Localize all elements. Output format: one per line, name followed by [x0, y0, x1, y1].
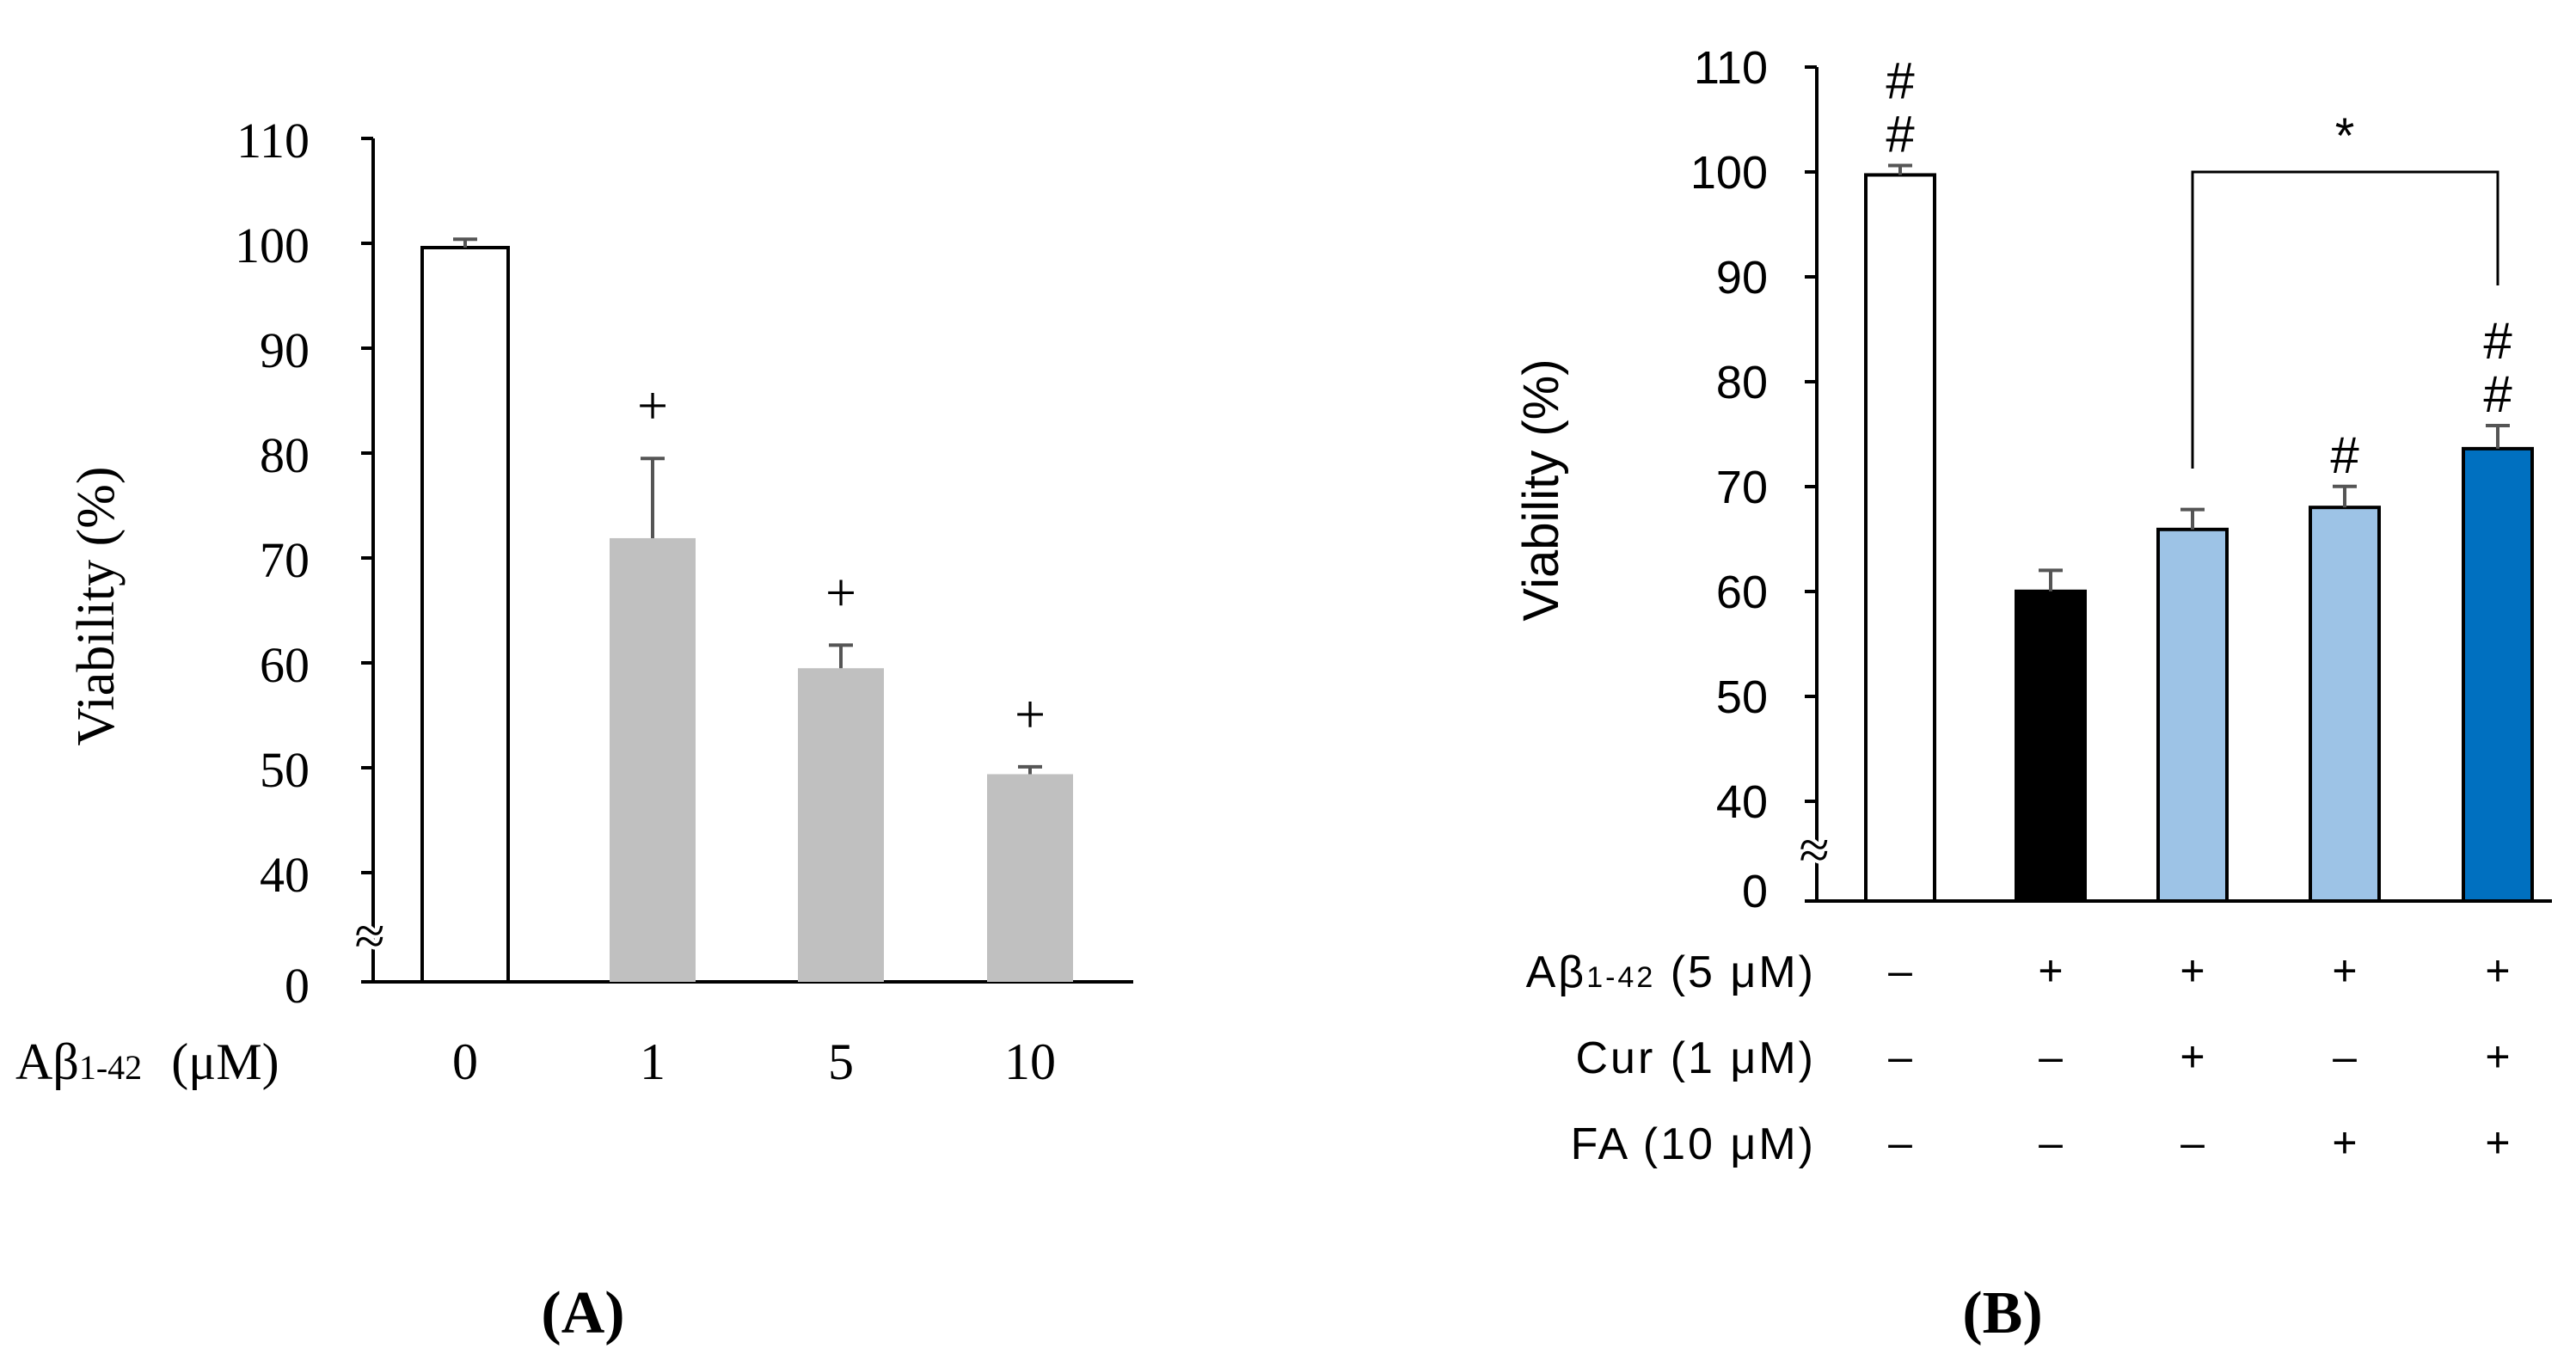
significance-marker: #	[1886, 105, 1915, 162]
panel-a-ytick: 50	[260, 742, 310, 798]
panel-b-ytick: 40	[1716, 776, 1768, 828]
panel-a-category-label: 0	[452, 1033, 478, 1090]
panel-a: Viability (%) 110 100 90 80 70 60 50 40 …	[15, 113, 1133, 1346]
panel-a-ytick: 60	[260, 637, 310, 693]
panel-a-ytick: 80	[260, 427, 310, 483]
bar	[2309, 506, 2381, 903]
treatment-mark: +	[2485, 1033, 2510, 1081]
significance-marker: #	[2330, 426, 2359, 484]
panel-a-ylabel: Viability (%)	[67, 466, 126, 745]
treatment-mark: –	[2039, 1119, 2063, 1167]
treatment-table: Aβ1-42 (5 μM) Cur (1 μM) FA (10 μM) – + …	[1526, 947, 2511, 1169]
treatment-label-fa: FA (10 μM)	[1571, 1119, 1816, 1169]
panel-b-ytick: 110	[1694, 42, 1768, 94]
panel-b-ytick: 100	[1690, 147, 1768, 199]
significance-marker: +	[1015, 684, 1046, 745]
treatment-mark: +	[2180, 1033, 2205, 1081]
bar	[1864, 173, 1936, 903]
treatment-mark: +	[2485, 1119, 2510, 1167]
panel-b-ylabel: Viability (%)	[1513, 359, 1569, 621]
panel-b: Viability (%) 110 100 90 80 70 60 50 40 …	[1513, 42, 2552, 1346]
bar	[2156, 527, 2229, 903]
panel-b-axis-break: ≈	[1799, 819, 1829, 880]
treatment-label-abeta: Aβ1-42 (5 μM)	[1526, 947, 1816, 997]
panel-a-ytick: 100	[235, 218, 310, 273]
treatment-mark: –	[1888, 947, 1912, 995]
treatment-mark: –	[2039, 1033, 2063, 1081]
treatment-mark: +	[2332, 1119, 2357, 1167]
panel-b-tick-marks	[1805, 65, 1817, 903]
panel-a-category-label: 1	[640, 1033, 665, 1090]
panel-a-tick-marks	[361, 137, 373, 984]
significance-star: *	[2335, 108, 2355, 164]
treatment-mark: +	[2332, 947, 2357, 995]
bar	[987, 774, 1073, 982]
significance-marker: +	[825, 561, 856, 622]
significance-marker: +	[637, 375, 668, 436]
panel-a-yticks: 110 100 90 80 70 60 50 40 0	[235, 113, 310, 1014]
panel-a-ytick: 40	[260, 847, 310, 903]
treatment-label-cur: Cur (1 μM)	[1575, 1033, 1816, 1083]
treatment-mark: +	[2485, 947, 2510, 995]
panel-b-label: (B)	[1962, 1280, 2042, 1346]
treatment-mark: +	[2180, 947, 2205, 995]
panel-a-bars: + + +	[420, 237, 1073, 984]
bar	[420, 246, 510, 984]
significance-bracket	[2191, 170, 2499, 469]
panel-a-ytick: 110	[236, 113, 310, 169]
panel-a-category-label: 10	[1004, 1033, 1056, 1090]
significance-marker: #	[1886, 52, 1915, 109]
panel-a-ytick: 0	[285, 958, 310, 1014]
panel-b-ytick: 80	[1716, 357, 1768, 408]
panel-a-ytick: 70	[260, 532, 310, 588]
significance-marker: #	[2483, 365, 2512, 423]
panel-a-x-title: Aβ1-42 (μM)	[15, 1033, 279, 1090]
bar	[798, 668, 884, 982]
panel-b-ytick: 50	[1716, 671, 1768, 723]
treatment-mark: –	[2180, 1119, 2205, 1167]
panel-a-category-label: 5	[828, 1033, 854, 1090]
bar	[2015, 589, 2087, 904]
panel-a-axis-break: ≈	[354, 905, 384, 966]
panel-b-ytick: 60	[1716, 567, 1768, 618]
panel-a-ytick: 90	[260, 322, 310, 378]
panel-a-x-categories: 0 1 5 10	[452, 1033, 1056, 1090]
treatment-mark: –	[1888, 1119, 1912, 1167]
significance-marker: #	[2483, 312, 2512, 370]
panel-a-label: (A)	[541, 1280, 624, 1346]
treatment-mark: –	[2333, 1033, 2357, 1081]
treatment-mark: –	[1888, 1033, 1912, 1081]
panel-b-ytick: 90	[1716, 252, 1768, 303]
panel-b-ytick: 0	[1742, 866, 1768, 917]
panel-b-ytick: 70	[1716, 462, 1768, 513]
panel-b-yticks: 110 100 90 80 70 60 50 40 0	[1690, 42, 1768, 917]
panel-b-bars: #####	[1864, 52, 2534, 904]
bar	[610, 537, 696, 982]
bar	[2462, 446, 2534, 903]
treatment-mark: +	[2038, 947, 2063, 995]
